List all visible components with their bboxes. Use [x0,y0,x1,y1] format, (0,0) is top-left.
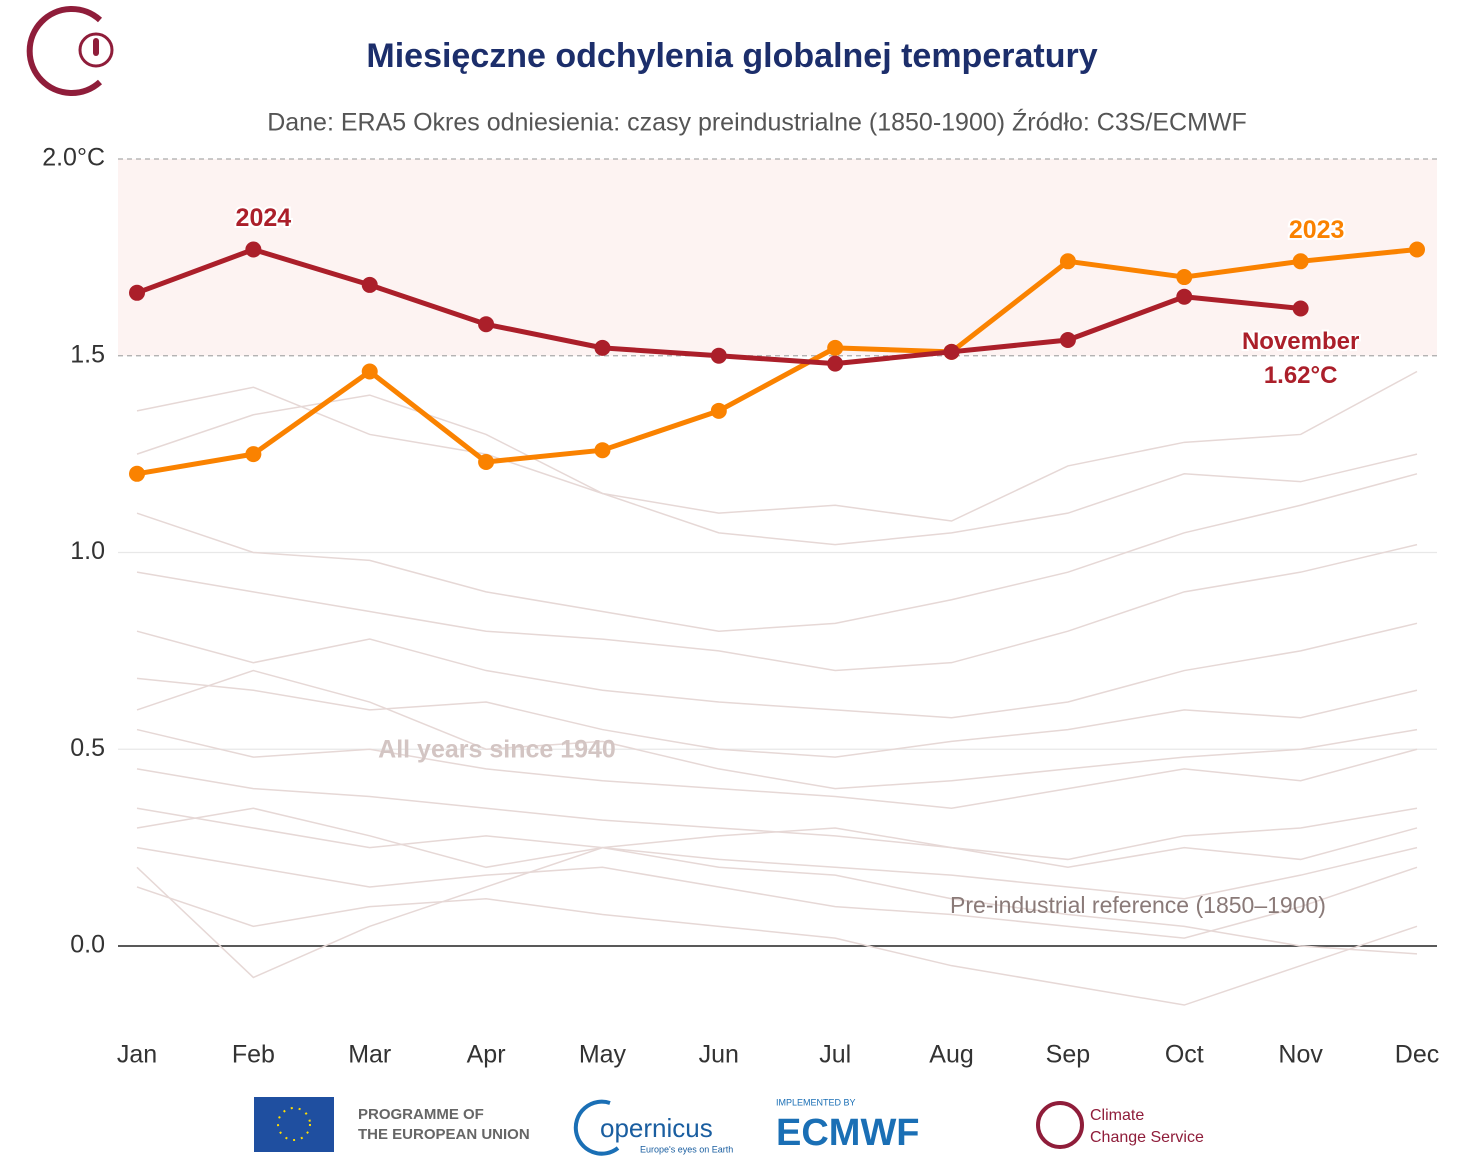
x-tick-label: Jan [117,1041,157,1069]
background-line [136,622,1418,719]
point [129,284,145,301]
x-tick-label: Sep [1046,1041,1090,1069]
x-tick-label: Dec [1395,1041,1439,1069]
footer-text: THE EUROPEAN UNION [358,1126,530,1143]
y-tick-label: 0.0 [70,931,105,959]
y-tick-label: 2.0°C [42,144,105,172]
annotation: November [1242,328,1359,355]
point [129,465,145,482]
annotation: 1.62°C [1264,362,1338,389]
footer-text: Climate [1090,1107,1144,1124]
series-line [136,247,1418,477]
background-line [136,394,1418,546]
x-tick-label: Feb [232,1041,275,1069]
x-tick-label: Nov [1278,1041,1323,1069]
footer-text: opernicus [600,1113,713,1143]
y-tick-label: 1.5 [70,340,105,368]
copernicus-c [573,1099,620,1156]
series-label: 2024 [236,204,292,232]
point [1176,288,1193,305]
x-tick-label: Jun [699,1041,739,1069]
background-line [136,807,1418,900]
footer-text: IMPLEMENTED BY [776,1097,856,1107]
point [710,402,727,419]
point [1176,269,1193,286]
footer-text: Change Service [1090,1129,1204,1146]
x-tick-label: Aug [929,1041,973,1069]
eu-stars [277,1107,311,1141]
series-label: 2023 [1289,216,1345,244]
point [361,363,378,380]
point [1059,253,1076,270]
background-line [136,886,1418,1006]
chart-subtitle: Dane: ERA5 Okres odniesienia: czasy prei… [267,108,1247,137]
x-tick-label: May [579,1041,627,1069]
point [1292,253,1309,270]
chart-title: Miesięczne odchylenia globalnej temperat… [366,37,1097,75]
x-tick-label: Oct [1165,1041,1204,1069]
point [478,453,495,470]
background-line [136,473,1418,632]
point [478,316,495,333]
annotation: Pre-industrial reference (1850–1900) [950,892,1326,918]
y-tick-label: 1.0 [70,537,105,565]
background-line [136,370,1418,522]
background-line [136,846,1418,939]
plot [118,158,1437,947]
background-line [136,807,1418,869]
point [245,446,262,463]
logo [26,6,114,96]
point [594,442,611,459]
footer-text: Europe's eyes on Earth [640,1144,733,1154]
background-line [136,543,1418,672]
eu-flag [254,1097,334,1152]
x-tick-label: Mar [348,1041,391,1069]
point [361,276,378,293]
background-line [136,846,1418,979]
background-line [136,768,1418,861]
footer-text: ECMWF [776,1112,920,1154]
y-tick-label: 0.5 [70,734,105,762]
point [1292,300,1309,317]
footer: PROGRAMME OF THE EUROPEAN UNION opernicu… [254,1097,1204,1156]
background-line [136,669,1418,790]
point [1059,332,1076,349]
highlight-band [118,159,1437,356]
background-line [136,728,1418,810]
point [943,343,960,360]
point [827,339,844,356]
background-line [136,677,1418,758]
point [245,241,262,258]
annotation: All years since 1940 [378,736,616,764]
footer-text: PROGRAMME OF [358,1106,484,1123]
point [827,355,844,372]
x-tick-label: Apr [467,1041,506,1069]
point [710,347,727,364]
x-tick-label: Jul [819,1041,851,1069]
c3s-logo [1036,1101,1084,1149]
point [1409,241,1425,258]
point [594,339,611,356]
